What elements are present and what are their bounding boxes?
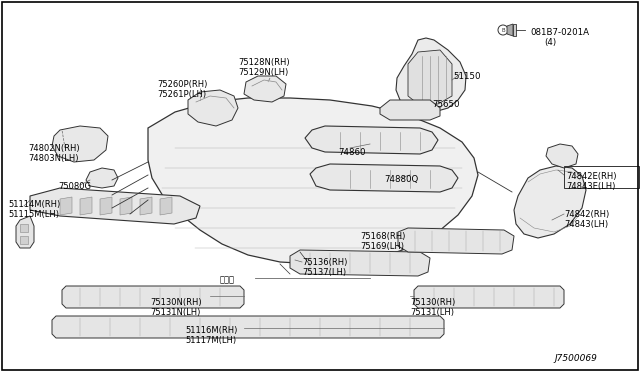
Polygon shape [30,188,200,224]
Bar [564,166,639,188]
Polygon shape [310,164,458,192]
Polygon shape [60,197,72,215]
Text: 75130(RH): 75130(RH) [410,298,455,307]
Text: 75131N(LH): 75131N(LH) [150,308,200,317]
Polygon shape [188,90,238,126]
Text: 74880Q: 74880Q [384,175,419,184]
Text: 74843(LH): 74843(LH) [564,220,608,229]
Polygon shape [140,197,152,215]
Text: 75130N(RH): 75130N(RH) [150,298,202,307]
Polygon shape [86,168,118,188]
Text: 74843E(LH): 74843E(LH) [566,182,616,191]
Text: 75168(RH): 75168(RH) [360,232,405,241]
Text: 75169(LH): 75169(LH) [360,242,404,251]
Text: 74842(RH): 74842(RH) [564,210,609,219]
Text: (4): (4) [544,38,556,47]
Polygon shape [62,286,244,308]
Text: 75080G: 75080G [58,182,91,191]
Polygon shape [120,197,132,215]
Text: 75128N(RH): 75128N(RH) [238,58,290,67]
Polygon shape [514,166,586,238]
Text: 51114M(RH): 51114M(RH) [8,200,60,209]
Text: 51115M(LH): 51115M(LH) [8,210,59,219]
Polygon shape [380,100,440,120]
Polygon shape [160,197,172,215]
Text: 75260P(RH): 75260P(RH) [157,80,207,89]
Text: 081B7-0201A: 081B7-0201A [530,28,589,37]
Polygon shape [20,236,28,244]
Text: 74842E(RH): 74842E(RH) [566,172,616,181]
Text: B: B [501,28,505,32]
Text: 75131(LH): 75131(LH) [410,308,454,317]
Polygon shape [398,228,514,254]
Text: 75129N(LH): 75129N(LH) [238,68,288,77]
Polygon shape [148,98,478,264]
Polygon shape [408,50,452,104]
Polygon shape [305,126,438,154]
Polygon shape [16,216,34,248]
Polygon shape [20,224,28,232]
Text: 75136(RH): 75136(RH) [302,258,348,267]
Text: 74802N(RH): 74802N(RH) [28,144,79,153]
Text: 75137(LH): 75137(LH) [302,268,346,277]
Polygon shape [100,197,112,215]
Text: 75650: 75650 [432,100,460,109]
Polygon shape [80,197,92,215]
Text: 非標準: 非標準 [220,275,235,284]
Polygon shape [507,24,513,36]
Text: 74803N(LH): 74803N(LH) [28,154,79,163]
Text: 74860: 74860 [338,148,365,157]
Polygon shape [396,38,466,112]
Polygon shape [513,24,516,36]
Polygon shape [546,144,578,168]
Text: 75261P(LH): 75261P(LH) [157,90,206,99]
Text: 51117M(LH): 51117M(LH) [185,336,236,345]
Polygon shape [414,286,564,308]
Polygon shape [52,316,444,338]
Polygon shape [52,126,108,162]
Text: J7500069: J7500069 [554,354,597,363]
Text: 51150: 51150 [453,72,481,81]
Polygon shape [290,250,430,276]
Text: 51116M(RH): 51116M(RH) [185,326,237,335]
Polygon shape [244,76,286,102]
